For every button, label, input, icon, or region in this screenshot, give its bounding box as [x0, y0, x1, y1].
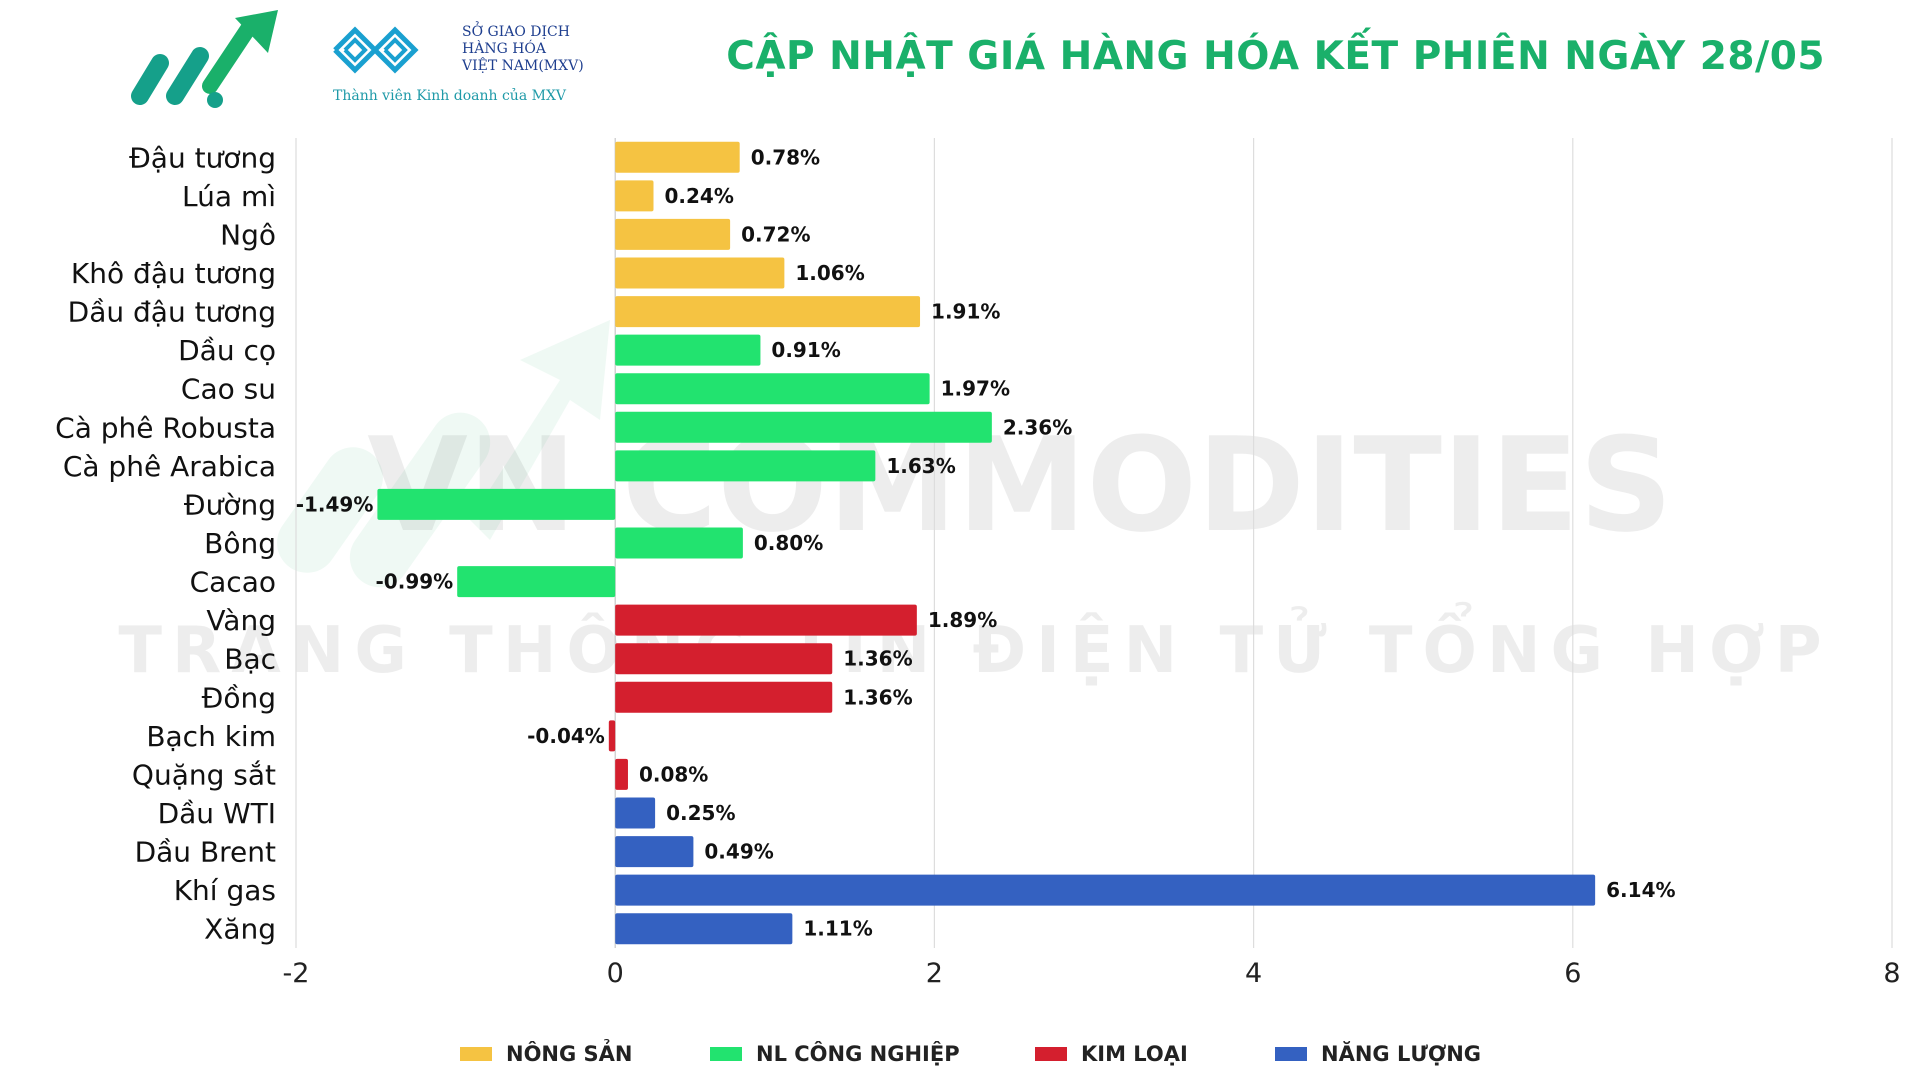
- data-label: 1.11%: [803, 917, 872, 941]
- bar: [615, 836, 694, 868]
- bar: [615, 527, 743, 559]
- category-label: Bạc: [224, 643, 276, 676]
- legend-swatch: [1275, 1047, 1307, 1061]
- bar: [615, 643, 833, 675]
- growth-arrow-logo-icon: [131, 10, 278, 108]
- legend: NÔNG SẢN NL CÔNG NGHIỆP KIM LOẠI NĂNG LƯ…: [0, 1042, 1920, 1072]
- bar: [615, 334, 761, 366]
- category-label: Cà phê Robusta: [55, 411, 276, 444]
- bar: [608, 720, 616, 752]
- legend-label: NÔNG SẢN: [506, 1042, 633, 1066]
- category-label: Xăng: [204, 913, 276, 946]
- legend-item-nl-cong-nghiep: NL CÔNG NGHIỆP: [710, 1042, 960, 1066]
- category-label: Dầu WTI: [158, 797, 276, 830]
- legend-label: NL CÔNG NGHIỆP: [756, 1042, 960, 1066]
- data-label: 1.89%: [928, 608, 997, 632]
- data-label: 0.08%: [639, 762, 708, 786]
- bar: [615, 411, 992, 443]
- category-label: Đồng: [202, 681, 276, 714]
- legend-item-nong-san: NÔNG SẢN: [460, 1042, 633, 1066]
- legend-swatch: [1035, 1047, 1067, 1061]
- category-label: Khô đậu tương: [71, 257, 276, 290]
- bar: [377, 488, 616, 520]
- mxv-line-2: HÀNG HÓA: [462, 41, 546, 57]
- data-label: 0.72%: [741, 222, 810, 246]
- category-label: Dầu cọ: [178, 334, 276, 367]
- data-label: 1.06%: [795, 261, 864, 285]
- category-label: Vàng: [206, 604, 276, 637]
- data-label: -0.04%: [527, 724, 605, 748]
- data-label: 2.36%: [1003, 415, 1072, 439]
- legend-item-nang-luong: NĂNG LƯỢNG: [1275, 1042, 1481, 1066]
- data-label: 1.36%: [843, 647, 912, 671]
- x-tick-label: 2: [926, 958, 943, 989]
- mxv-name: SỞ GIAO DỊCH HÀNG HÓA VIỆT NAM(MXV): [462, 24, 584, 75]
- mxv-subtitle: Thành viên Kinh doanh của MXV: [333, 88, 567, 104]
- x-tick-label: 0: [607, 958, 624, 989]
- mxv-line-3: VIỆT NAM(MXV): [462, 58, 584, 74]
- bar: [615, 913, 793, 945]
- category-label: Dầu đậu tương: [68, 296, 276, 329]
- data-label: 0.78%: [751, 145, 820, 169]
- x-tick-label: -2: [283, 958, 310, 989]
- category-label: Bông: [204, 527, 276, 560]
- mxv-line-1: SỞ GIAO DỊCH: [462, 24, 570, 40]
- category-label: Bạch kim: [146, 720, 276, 753]
- data-label: 1.91%: [931, 300, 1000, 324]
- data-label: 0.25%: [666, 801, 735, 825]
- legend-swatch: [460, 1047, 492, 1061]
- legend-label: KIM LOẠI: [1081, 1042, 1188, 1066]
- bar: [615, 373, 930, 405]
- category-label: Dầu Brent: [135, 836, 276, 869]
- x-tick-label: 6: [1564, 958, 1581, 989]
- category-label: Quặng sắt: [132, 758, 276, 791]
- legend-item-kim-loai: KIM LOẠI: [1035, 1042, 1188, 1066]
- bar: [615, 257, 785, 289]
- bar: [615, 141, 740, 173]
- x-tick-label: 4: [1245, 958, 1262, 989]
- category-label: Khí gas: [174, 874, 276, 907]
- bar-chart: -2 0 2 4 6 8 Đậu tương 0.78% Lúa mì 0.24% Ngô 0.72%…: [55, 138, 1901, 989]
- data-label: -0.99%: [376, 570, 454, 594]
- data-label: 6.14%: [1606, 878, 1675, 902]
- data-label: 0.91%: [771, 338, 840, 362]
- x-tick-label: 8: [1883, 958, 1900, 989]
- data-label: 0.80%: [754, 531, 823, 555]
- data-label: 1.97%: [941, 377, 1010, 401]
- bar: [615, 604, 917, 636]
- bar: [457, 566, 616, 598]
- category-label: Cao su: [181, 373, 276, 406]
- category-label: Lúa mì: [182, 180, 276, 213]
- bar: [615, 681, 833, 713]
- category-label: Đậu tương: [129, 141, 276, 174]
- bar: [615, 180, 654, 212]
- category-label: Đường: [184, 488, 276, 521]
- mxv-logo-icon: [333, 26, 419, 74]
- data-label: -1.49%: [296, 492, 374, 516]
- legend-label: NĂNG LƯỢNG: [1321, 1042, 1482, 1066]
- header: SỞ GIAO DỊCH HÀNG HÓA VIỆT NAM(MXV) Thàn…: [0, 0, 1920, 130]
- page-title: CẬP NHẬT GIÁ HÀNG HÓA KẾT PHIÊN NGÀY 28/…: [726, 34, 1825, 79]
- bar: [615, 296, 921, 328]
- data-label: 0.49%: [704, 840, 773, 864]
- category-label: Cà phê Arabica: [63, 450, 276, 483]
- bar: [615, 450, 876, 482]
- bar: [615, 797, 656, 829]
- bar: [615, 874, 1596, 906]
- category-label: Ngô: [220, 218, 276, 251]
- category-label: Cacao: [190, 566, 276, 599]
- bar: [615, 758, 628, 790]
- data-label: 0.24%: [665, 184, 734, 208]
- bar: [615, 218, 731, 250]
- data-label: 1.63%: [886, 454, 955, 478]
- legend-swatch: [710, 1047, 742, 1061]
- data-label: 1.36%: [843, 685, 912, 709]
